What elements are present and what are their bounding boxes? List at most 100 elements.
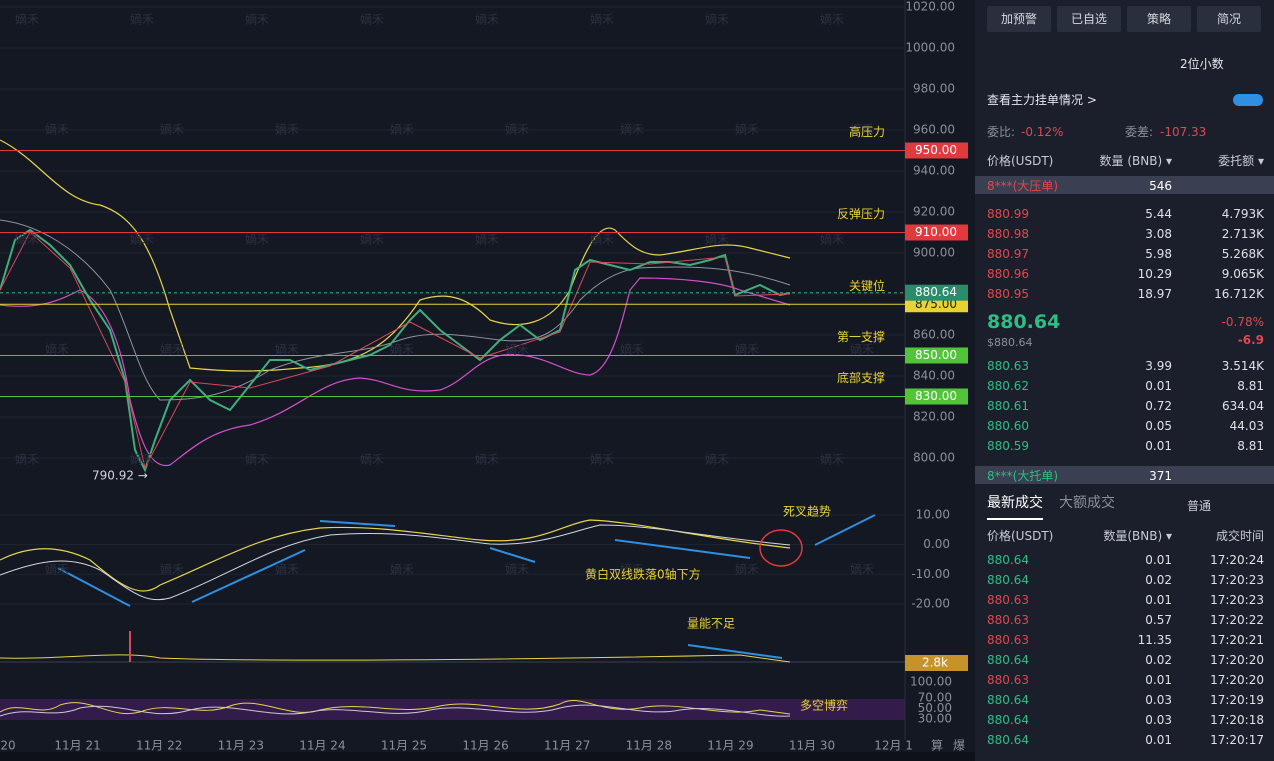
watermark: 嫡禾 [15,12,39,27]
macd-tick-label: -20.00 [911,597,950,611]
watermark: 嫡禾 [130,232,154,247]
watermark: 嫡禾 [245,232,269,247]
trade-cell: 17:20:23 [1210,573,1264,587]
button[interactable]: 简况 [1197,6,1261,32]
annotation: 黄白双线跌落0轴下方 [585,567,701,582]
watermark: 嫡禾 [275,342,299,357]
watermark: 嫡禾 [735,562,759,577]
button[interactable]: 策略 [1127,6,1191,32]
rsi-tick-label: 100.00 [910,675,952,689]
bid-cell: 880.59 [987,439,1029,453]
chart: 1020.00 1000.00 980.00 960.00 940.00 920.00 90… [0,0,975,761]
ask-cell: 3.08 [1145,227,1172,241]
diff-label: 委差: [1125,125,1154,139]
watermark: 嫡禾 [160,122,184,137]
price-tick-label: 900.00 [913,246,955,260]
trade-cell: 0.01 [1145,593,1172,607]
watermark: 嫡禾 [735,122,759,137]
tab[interactable]: 最新成交 [987,495,1043,511]
tab[interactable]: 大额成交 [1059,495,1115,511]
last: 880.64 [987,311,1061,333]
trade-cell: 17:20:20 [1210,653,1264,667]
header-cell: 委托额 ▾ [1218,154,1264,168]
x-tick-label: 11月 30 [789,739,835,753]
button[interactable]: 已自选 [1057,6,1121,32]
trade-cell: 17:20:23 [1210,593,1264,607]
watermark: 嫡禾 [505,122,529,137]
trade-cell: 880.64 [987,693,1029,707]
watermark: 嫡禾 [850,562,874,577]
bid-cell: 0.01 [1145,439,1172,453]
watermark: 嫡禾 [275,562,299,577]
ask-cell: 5.44 [1145,207,1172,221]
volume-ma [0,654,791,663]
ask-cell: 880.98 [987,227,1029,241]
watermark: 嫡禾 [820,12,844,27]
bollinger-lower [0,277,791,467]
last-price-label: 880.64 [915,285,957,299]
main-orders[interactable]: 查看主力挂单情况 > [987,93,1097,107]
diff: -107.33 [1160,125,1207,139]
trade-cell: 880.64 [987,713,1029,727]
watermark: 嫡禾 [275,122,299,137]
price-tick-label: 820.00 [913,410,955,424]
price-path-down [0,231,791,470]
watermark: 嫡禾 [620,562,644,577]
ask-cell: 9.065K [1221,267,1264,281]
watermark: 嫡禾 [850,342,874,357]
watermark: 嫡禾 [705,12,729,27]
price-tick-label: 920.00 [913,205,955,219]
watermark: 嫡禾 [590,12,614,27]
watermark: 嫡禾 [820,232,844,247]
macd-dea [0,524,791,601]
trade-cell: 880.64 [987,653,1029,667]
trade-header-cell: 数量(BNB) ▾ [1103,529,1172,543]
trade-cell: 0.57 [1145,613,1172,627]
watermark: 嫡禾 [475,12,499,27]
x-tick-label: 11月 22 [136,739,182,753]
ratio-label: 委比: [987,125,1016,139]
normal: 普通 [1187,499,1212,513]
level-tag [905,388,968,405]
trade-cell: 17:20:22 [1210,613,1264,627]
watermark: 嫡禾 [505,342,529,357]
x-tick-label: 20 [0,739,15,753]
x-tick-label: 11月 23 [218,739,264,753]
button[interactable]: 加预警 [987,6,1051,32]
price-path [0,228,791,473]
big-bid-cell: 371 [1149,469,1172,483]
watermark: 嫡禾 [505,562,529,577]
rsi-tick-label: 70.00 [918,690,952,704]
bid-cell: 3.99 [1145,359,1172,373]
trade-cell: 11.35 [1137,633,1172,647]
macd-dif [0,519,791,592]
watermark: 嫡禾 [130,12,154,27]
level-name: 关键位 [849,278,885,293]
rsi-line-2 [0,704,791,717]
bid-cell: 0.72 [1145,399,1172,413]
bid-cell: 44.03 [1229,419,1264,433]
level-tag-label: 850.00 [915,348,957,362]
macd-tick-label: 0.00 [923,537,950,551]
annotation: 死叉趋势 [783,505,831,519]
trade-cell: 880.64 [987,553,1029,567]
trade-header-cell: 成交时间 [1215,529,1264,543]
watermark: 嫡禾 [15,452,39,467]
big-bid-cell: 8***(大托单) [987,469,1058,483]
decimals[interactable]: 2位小数 [1180,57,1224,71]
ask-cell: 880.99 [987,207,1029,221]
ask-cell: 880.97 [987,247,1029,261]
ask-cell: 16.712K [1214,287,1264,301]
watermark: 嫡禾 [245,12,269,27]
price-tick-label: 1020.00 [905,0,955,14]
watermark: 嫡禾 [245,452,269,467]
level-tag [905,224,968,241]
bid-cell: 3.514K [1221,359,1264,373]
level-name: 反弹压力 [837,207,885,221]
macd-tick-label: -10.00 [911,567,950,581]
last-price-tag [905,284,968,301]
toggle[interactable] [1233,94,1263,106]
watermark: 嫡禾 [360,232,384,247]
x-tick-label: 11月 28 [626,739,672,753]
last-usd: $880.64 [987,336,1033,349]
